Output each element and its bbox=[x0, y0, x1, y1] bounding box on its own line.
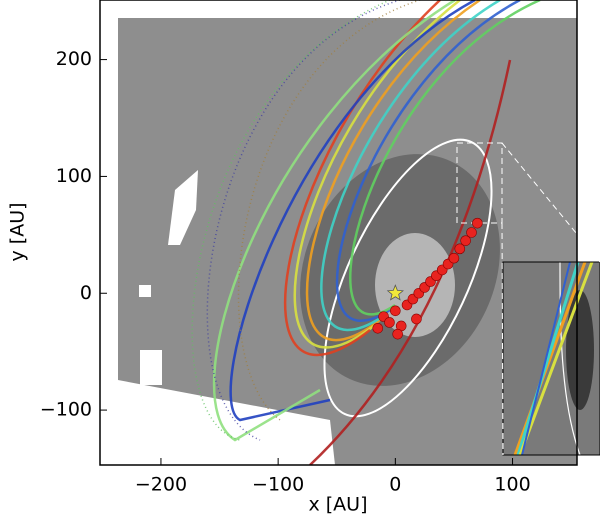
point bbox=[448, 252, 460, 264]
x-tick-label: 100 bbox=[494, 474, 530, 496]
zoom-line bbox=[501, 142, 600, 263]
point bbox=[372, 323, 384, 334]
zoom-box bbox=[456, 142, 503, 224]
background-image bbox=[118, 0, 577, 465]
y-tick-label: −100 bbox=[40, 399, 92, 421]
plot-frame bbox=[99, 0, 578, 466]
star bbox=[386, 284, 404, 301]
x-axis-label: x [AU] bbox=[308, 494, 367, 516]
point bbox=[411, 313, 422, 325]
y-tick-label: 200 bbox=[56, 48, 92, 70]
point bbox=[384, 317, 395, 328]
x-tick-label: −100 bbox=[252, 474, 304, 496]
point bbox=[390, 305, 401, 317]
point bbox=[454, 243, 466, 255]
y-axis-label: y [AU] bbox=[7, 202, 29, 261]
zoom-line bbox=[501, 222, 504, 456]
inset bbox=[503, 262, 600, 455]
point bbox=[472, 217, 483, 229]
x-tick-label: 0 bbox=[389, 474, 401, 496]
point bbox=[460, 235, 471, 246]
point bbox=[392, 328, 403, 340]
x-tick-label: −200 bbox=[135, 474, 187, 496]
y-tick-label: 100 bbox=[56, 165, 92, 187]
y-tick-label: 0 bbox=[80, 282, 92, 304]
point bbox=[466, 227, 477, 238]
